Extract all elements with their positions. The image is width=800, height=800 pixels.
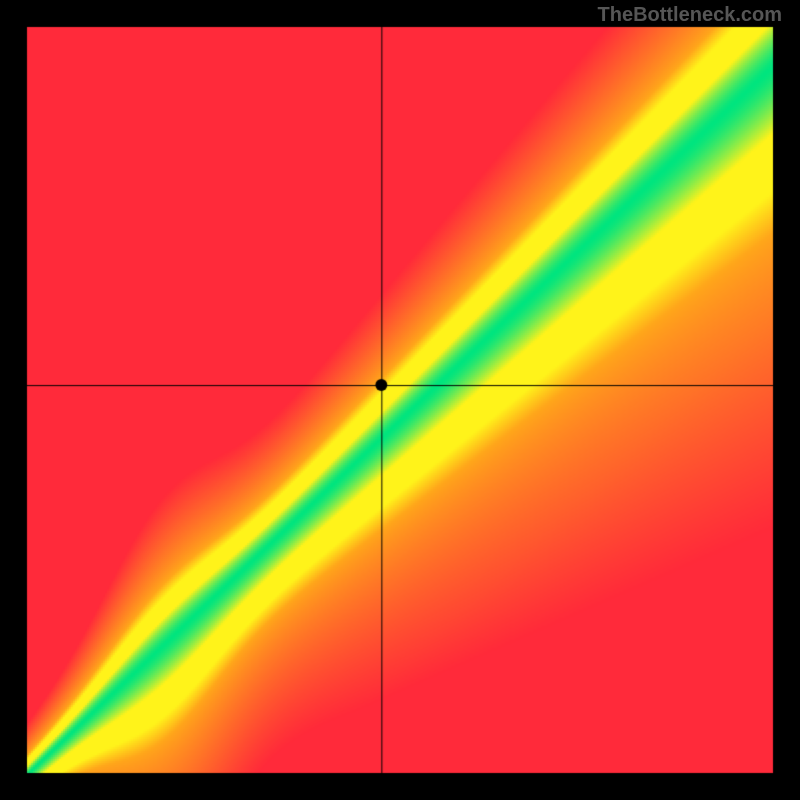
bottleneck-heatmap <box>0 0 800 800</box>
chart-stage: { "watermark": { "text": "TheBottleneck.… <box>0 0 800 800</box>
watermark-text: TheBottleneck.com <box>598 4 782 27</box>
